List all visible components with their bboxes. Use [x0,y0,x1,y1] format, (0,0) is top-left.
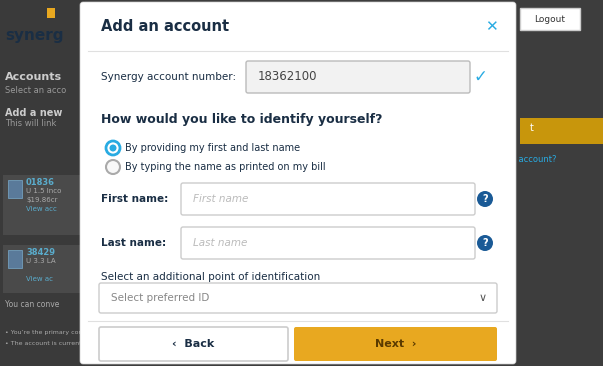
Text: • The account is currently active or isn’t already linked to another My Account : • The account is currently active or isn… [5,341,274,346]
Circle shape [110,145,116,152]
Text: ✓: ✓ [473,68,487,86]
Circle shape [477,191,493,207]
Text: Select an acco: Select an acco [5,86,66,95]
Text: By providing my first and last name: By providing my first and last name [125,143,300,153]
Text: Select preferred ID: Select preferred ID [111,293,209,303]
Text: ?: ? [482,194,488,204]
Text: You can conve: You can conve [5,300,59,309]
Text: View ac: View ac [26,276,53,282]
Text: First name: First name [193,194,248,204]
Text: ✕: ✕ [485,19,497,34]
Text: View acc: View acc [26,206,57,212]
Text: Add an account: Add an account [101,19,229,34]
Text: Last name: Last name [193,238,247,248]
Text: U 3.3 LA: U 3.3 LA [26,258,55,264]
Text: synerg: synerg [5,28,63,43]
Text: $19.86cr: $19.86cr [26,197,57,203]
Text: ‹  Back: ‹ Back [172,339,215,349]
Bar [47,8,55,18]
Text: Last name:: Last name: [101,238,166,248]
Bar [8,250,22,268]
Text: w account?: w account? [509,155,557,164]
Bar [520,8,580,30]
Text: U 1.5 Inco: U 1.5 Inco [26,188,62,194]
Bar [3,175,81,235]
Text: This will link: This will link [5,119,56,128]
Text: ∨: ∨ [479,293,487,303]
Text: 01836: 01836 [26,178,55,187]
FancyBboxPatch shape [294,327,497,361]
Circle shape [106,160,120,174]
FancyBboxPatch shape [99,283,497,313]
Text: ?: ? [482,238,488,248]
Text: Logout: Logout [534,15,566,23]
Circle shape [477,235,493,251]
Text: • You’re the primary contact or an authorised representative on the account: • You’re the primary contact or an autho… [5,330,247,335]
FancyBboxPatch shape [181,227,475,259]
Bar [3,245,81,293]
Text: Add a new: Add a new [5,108,62,118]
Circle shape [106,141,120,155]
Text: Next  ›: Next › [375,339,416,349]
Text: t: t [530,123,534,133]
Text: Select an additional point of identification: Select an additional point of identifica… [101,272,320,282]
Bar [0,0,85,366]
Text: Accounts: Accounts [5,72,62,82]
FancyBboxPatch shape [181,183,475,215]
FancyBboxPatch shape [80,2,516,364]
Text: Synergy account number:: Synergy account number: [101,72,236,82]
Text: 38429: 38429 [26,248,55,257]
Text: How would you like to identify yourself?: How would you like to identify yourself? [101,113,382,127]
Bar [520,118,603,144]
Bar [8,180,22,198]
Text: First name:: First name: [101,194,168,204]
FancyBboxPatch shape [99,327,288,361]
Text: 18362100: 18362100 [258,71,318,83]
Text: By typing the name as printed on my bill: By typing the name as printed on my bill [125,162,326,172]
FancyBboxPatch shape [246,61,470,93]
